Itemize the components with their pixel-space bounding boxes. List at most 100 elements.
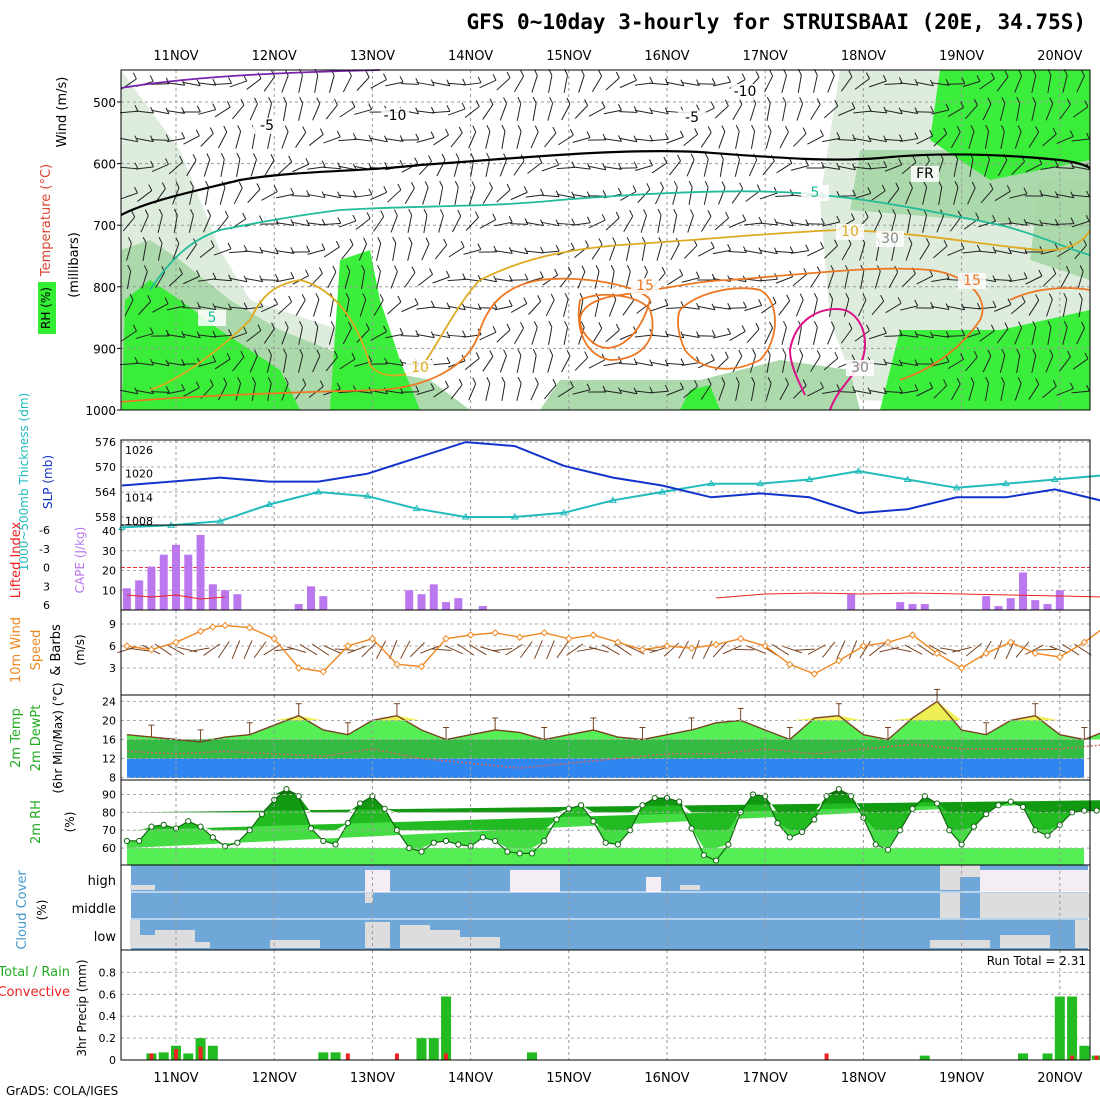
cloud-cover-block bbox=[510, 870, 560, 892]
wind-barb-flag bbox=[564, 320, 568, 328]
wind-barb-flag bbox=[799, 349, 804, 356]
cape-bar bbox=[982, 596, 991, 610]
wind-barb-flag bbox=[571, 218, 576, 225]
wind-barb bbox=[547, 103, 554, 121]
precip-convective-bar bbox=[1094, 1055, 1099, 1060]
wind-barb-flag bbox=[802, 379, 807, 386]
wind-barb-flag bbox=[242, 212, 247, 220]
wind-barb-flag bbox=[1048, 293, 1053, 300]
wind-barb-flag bbox=[752, 349, 757, 356]
wind-barb-flag bbox=[337, 162, 342, 169]
wind-barb-flag bbox=[615, 211, 620, 219]
wind-speed-marker bbox=[1056, 653, 1064, 661]
wind-barb-flag bbox=[1017, 125, 1022, 132]
wind-barb bbox=[282, 355, 288, 373]
wind-barb bbox=[120, 192, 138, 200]
wind-barb-flag bbox=[361, 264, 366, 272]
wind-barb bbox=[665, 362, 685, 366]
wind-barb bbox=[338, 390, 357, 394]
wind-barb-flag bbox=[1066, 98, 1071, 105]
temp-tick-label: 8 bbox=[109, 772, 116, 785]
wind-barb-flag bbox=[503, 97, 507, 104]
wind-barb-flag bbox=[689, 209, 694, 216]
date-label-top: 17NOV bbox=[743, 49, 788, 64]
wind-barb bbox=[478, 307, 497, 309]
wind-barb-flag bbox=[1063, 321, 1068, 328]
cape-bar bbox=[319, 596, 328, 610]
wind-barb-flag bbox=[805, 159, 809, 166]
wind-barb bbox=[781, 355, 787, 373]
wind-barb bbox=[619, 363, 638, 365]
wind-barb bbox=[1040, 222, 1059, 226]
wind-barb bbox=[356, 77, 370, 91]
wind-barb bbox=[623, 215, 634, 233]
wind-barb bbox=[281, 131, 289, 149]
wind-barb-flag bbox=[782, 96, 787, 104]
wind-barb bbox=[532, 103, 537, 121]
wind-barb-flag bbox=[196, 270, 201, 277]
wind-barb bbox=[432, 276, 450, 284]
wind-barb-flag bbox=[334, 350, 338, 358]
date-label-bottom: 18NOV bbox=[841, 1071, 886, 1086]
wind-barb-flag bbox=[834, 239, 838, 246]
wind-barb-flag bbox=[1054, 160, 1059, 167]
wind-barb bbox=[848, 640, 858, 660]
li-tick-label: -3 bbox=[39, 543, 50, 556]
wind-barb-flag bbox=[205, 180, 210, 188]
wind-barb-flag bbox=[1017, 377, 1022, 384]
wind-barb-flag bbox=[209, 127, 214, 134]
wind-barb bbox=[946, 305, 965, 311]
wind-barb-flag bbox=[960, 242, 965, 249]
wind-barb-flag bbox=[633, 161, 638, 169]
wind-barb-flag bbox=[990, 72, 995, 80]
wind-barb-flag bbox=[206, 153, 211, 160]
wind-barb bbox=[213, 334, 232, 338]
cape-bar bbox=[920, 604, 929, 610]
wind-barb bbox=[355, 218, 371, 230]
temperature-contour bbox=[120, 149, 1091, 216]
wind-barb-flag bbox=[929, 269, 934, 277]
wind-barb bbox=[1016, 103, 1021, 121]
wind-barb bbox=[563, 327, 568, 345]
wind-barb-flag bbox=[321, 243, 326, 250]
wind-barb bbox=[183, 387, 200, 397]
wind-barb-flag bbox=[209, 379, 214, 386]
wind-barb-flag bbox=[992, 215, 997, 222]
wind-barb-flag bbox=[1086, 132, 1090, 140]
contour-label: 10 bbox=[411, 360, 429, 376]
wind-barb-flag bbox=[957, 210, 962, 217]
wind-barb-flag bbox=[866, 324, 870, 331]
wind-barb bbox=[499, 355, 507, 373]
wind-barb bbox=[688, 187, 693, 205]
wind-barb bbox=[556, 166, 575, 170]
wind-barb bbox=[650, 304, 669, 312]
wind-barb bbox=[919, 244, 930, 260]
wind-barb bbox=[454, 187, 459, 205]
wind-speed-marker bbox=[393, 660, 401, 669]
wind-barb-flag bbox=[486, 125, 491, 132]
wind-barb bbox=[494, 305, 513, 311]
thickness-marker bbox=[756, 479, 765, 487]
cape-bar bbox=[184, 554, 193, 610]
wind-barb-flag bbox=[365, 323, 370, 330]
wind-barb-flag bbox=[883, 106, 888, 114]
wind-barb bbox=[947, 107, 964, 117]
wind-barb bbox=[266, 103, 273, 121]
wind-barb-flag bbox=[181, 299, 186, 307]
rh-marker bbox=[492, 837, 499, 845]
wind-barb bbox=[501, 131, 506, 149]
wind-barb bbox=[432, 81, 450, 87]
wind-barb-flag bbox=[150, 135, 154, 142]
wind-barb bbox=[1045, 355, 1054, 373]
wind-barb bbox=[434, 244, 448, 260]
thickness-tick-label: 564 bbox=[95, 486, 116, 499]
wind-barb bbox=[463, 82, 482, 86]
date-label-top: 20NOV bbox=[1037, 49, 1082, 64]
wind-barb bbox=[1056, 193, 1074, 199]
wind-barb bbox=[869, 80, 887, 88]
wind-barb bbox=[735, 383, 740, 401]
wind-barb-flag bbox=[508, 299, 513, 307]
wind-barb-flag bbox=[306, 245, 311, 253]
wind-barb-flag bbox=[298, 320, 303, 328]
wind-barb-flag bbox=[907, 208, 911, 216]
